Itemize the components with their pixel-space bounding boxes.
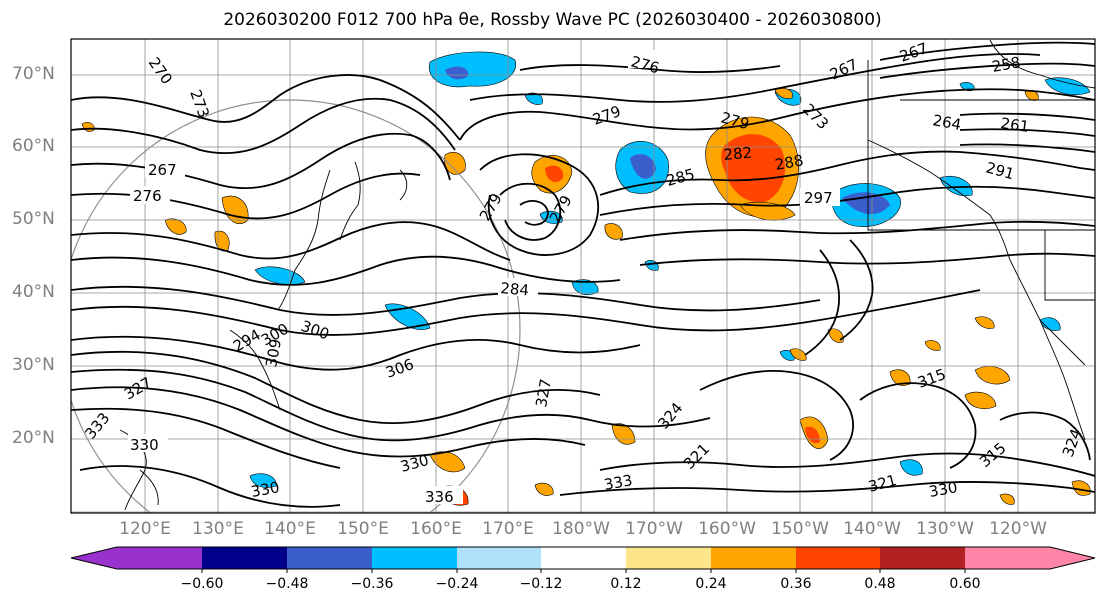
colorbar-segment bbox=[287, 547, 372, 569]
contour-label: 321 bbox=[680, 440, 713, 473]
lat-label-70n: 70°N bbox=[12, 64, 55, 84]
contour-label: 279 bbox=[476, 190, 506, 224]
colorbar-tick-label: −0.48 bbox=[265, 576, 309, 592]
contour-label: 291 bbox=[984, 158, 1016, 183]
lon-label-140e: 140°E bbox=[264, 519, 316, 539]
lon-label-170e: 170°E bbox=[482, 519, 534, 539]
colorbar-segment bbox=[965, 547, 1050, 569]
contour-label: 270 bbox=[145, 54, 176, 88]
colorbar-segment bbox=[457, 547, 541, 569]
contour-label: 258 bbox=[991, 53, 1022, 76]
lon-label-180w: 180°W bbox=[552, 519, 610, 539]
lat-label-40n: 40°N bbox=[12, 282, 55, 302]
theta-e-contours bbox=[71, 41, 1095, 508]
plot-frame bbox=[70, 38, 1096, 514]
contour-label: 330 bbox=[130, 436, 159, 454]
contour-label: 327 bbox=[121, 374, 155, 404]
lon-label-140w: 140°W bbox=[843, 519, 901, 539]
lat-label-60n: 60°N bbox=[12, 136, 55, 156]
colorbar-segment bbox=[1050, 547, 1095, 569]
lon-label-170w: 170°W bbox=[625, 519, 683, 539]
colorbar-segment bbox=[541, 547, 626, 569]
contour-label: 285 bbox=[664, 165, 696, 190]
colorbar-tick-label: −0.12 bbox=[519, 576, 563, 592]
graticule bbox=[71, 39, 1095, 513]
colorbar-segment bbox=[117, 547, 202, 569]
colorbar-segment bbox=[796, 547, 880, 569]
contour-label: 336 bbox=[425, 488, 454, 506]
contour-label: 315 bbox=[915, 365, 948, 392]
contour-label: 273 bbox=[799, 100, 832, 133]
contour-label: 315 bbox=[976, 439, 1010, 471]
lat-label-50n: 50°N bbox=[12, 209, 55, 229]
contour-label: 282 bbox=[723, 144, 753, 164]
colorbar-tick-label: 0.48 bbox=[864, 576, 896, 592]
colorbar-segment bbox=[202, 547, 287, 569]
contour-label: 267 bbox=[827, 55, 861, 83]
contour-label: 261 bbox=[999, 114, 1030, 136]
colorbar-tick-label: 0.36 bbox=[780, 576, 812, 592]
lon-label-120w: 120°W bbox=[989, 519, 1047, 539]
contour-label: 288 bbox=[774, 151, 805, 174]
contour-label: 330 bbox=[398, 451, 430, 476]
lon-label-150w: 150°W bbox=[771, 519, 829, 539]
coastlines bbox=[119, 39, 1095, 511]
lon-label-120e: 120°E bbox=[119, 519, 171, 539]
lon-label-160e: 160°E bbox=[410, 519, 462, 539]
colorbar-tick-label: −0.36 bbox=[350, 576, 394, 592]
contour-label: 276 bbox=[133, 187, 162, 205]
colorbar-segment bbox=[626, 547, 711, 569]
map-title: 2026030200 F012 700 hPa θe, Rossby Wave … bbox=[223, 10, 882, 30]
colorbar-segment bbox=[880, 547, 965, 569]
contour-label: 330 bbox=[250, 478, 281, 501]
colorbar-tick-label: −0.60 bbox=[180, 576, 224, 592]
colorbar-tick-label: −0.24 bbox=[435, 576, 479, 592]
contour-label: 297 bbox=[804, 189, 833, 207]
contour-label: 324 bbox=[1059, 426, 1086, 459]
lon-label-130e: 130°E bbox=[192, 519, 244, 539]
contour-label: 321 bbox=[866, 471, 898, 496]
colorbar bbox=[70, 546, 1096, 573]
contour-label: 309 bbox=[262, 337, 285, 368]
colorbar-segment bbox=[71, 547, 117, 569]
lon-label-150e: 150°E bbox=[337, 519, 389, 539]
contour-label: 284 bbox=[500, 279, 530, 299]
contour-label: 333 bbox=[603, 471, 634, 494]
contour-label: 324 bbox=[654, 399, 686, 433]
colorbar-tick-label: 0.24 bbox=[695, 576, 727, 592]
contour-label: 300 bbox=[299, 317, 332, 344]
colorbar-tick-label: 0.60 bbox=[949, 576, 981, 592]
contour-label: 330 bbox=[928, 478, 959, 501]
contour-label: 264 bbox=[931, 111, 962, 134]
contour-label-layer: 267 276 270 273 276 279 279 279 273 267 … bbox=[81, 39, 1085, 506]
colorbar-segment bbox=[372, 547, 457, 569]
colorbar-tick-label: 0.12 bbox=[610, 576, 642, 592]
contour-label: 279 bbox=[590, 102, 623, 129]
lon-label-130w: 130°W bbox=[916, 519, 974, 539]
lat-label-20n: 20°N bbox=[12, 428, 55, 448]
lat-label-30n: 30°N bbox=[12, 355, 55, 375]
contour-label: 327 bbox=[532, 377, 555, 408]
colorbar-segment bbox=[711, 547, 796, 569]
contour-label: 267 bbox=[148, 161, 177, 179]
lon-label-160w: 160°W bbox=[698, 519, 756, 539]
